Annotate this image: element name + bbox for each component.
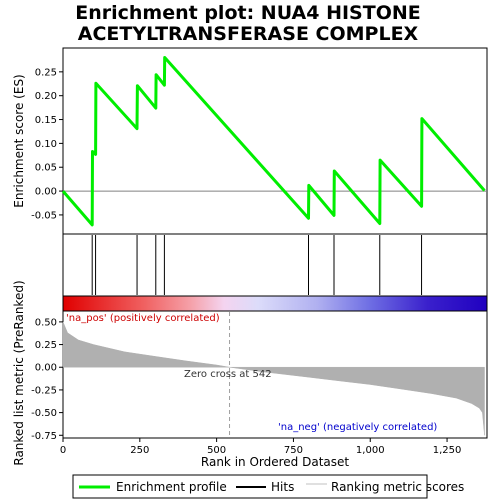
enrichment-profile-line: [61, 56, 486, 227]
x-tick-label: 750: [284, 445, 303, 456]
metric-tick-label: 0.00: [35, 363, 57, 374]
pos-correlated-label: 'na_pos' (positively correlated): [66, 313, 220, 324]
metric-tick-label: 0.50: [35, 317, 57, 328]
es-axis-label: Enrichment score (ES): [12, 74, 26, 207]
neg-correlated-label: 'na_neg' (negatively correlated): [278, 422, 437, 433]
x-axis: 0 250 500 750 1,000 1,250: [60, 438, 462, 456]
x-tick-label: 1,250: [433, 445, 462, 456]
chart-title-line-1: Enrichment plot: NUA4 HISTONE: [75, 2, 420, 24]
metric-axis: -0.75 -0.50 -0.25 0.00 0.25 0.50: [31, 317, 63, 442]
es-tick-label: 0.20: [35, 91, 57, 102]
x-tick-label: 500: [207, 445, 226, 456]
es-tick-label: -0.05: [31, 210, 57, 221]
legend-label-metric: Ranking metric scores: [331, 480, 464, 494]
chart-title-line-2: ACETYLTRANSFERASE COMPLEX: [78, 23, 419, 45]
zero-cross-label: Zero cross at 542: [184, 369, 272, 380]
x-axis-label: Rank in Ordered Dataset: [201, 455, 349, 469]
metric-tick-label: 0.25: [35, 340, 57, 351]
metric-tick-label: -0.75: [31, 431, 57, 442]
es-tick-label: 0.05: [35, 163, 57, 174]
es-tick-label: 0.10: [35, 139, 57, 150]
x-tick-label: 0: [60, 445, 66, 456]
hit-markers: [91, 235, 423, 295]
legend-label-hits: Hits: [271, 480, 294, 494]
es-panel: [62, 47, 488, 235]
metric-tick-label: -0.50: [31, 408, 57, 419]
es-tick-label: 0.15: [35, 115, 57, 126]
es-tick-label: 0.00: [35, 187, 57, 198]
legend: Enrichment profile Hits Ranking metric s…: [72, 474, 464, 499]
metric-axis-label: Ranked list metric (PreRanked): [12, 280, 26, 465]
es-axis: -0.05 0.00 0.05 0.10 0.15 0.20 0.25: [31, 67, 63, 221]
hits-panel: [62, 233, 488, 297]
x-tick-label: 1,000: [356, 445, 385, 456]
enrichment-profile: [61, 56, 486, 227]
es-tick-label: 0.25: [35, 67, 57, 78]
x-tick-label: 250: [130, 445, 149, 456]
legend-label-profile: Enrichment profile: [116, 480, 227, 494]
ranking-metric-area: [62, 321, 485, 436]
metric-tick-label: -0.25: [31, 385, 57, 396]
rank-color-bar: [62, 295, 488, 312]
ranking-metric: [62, 312, 485, 437]
